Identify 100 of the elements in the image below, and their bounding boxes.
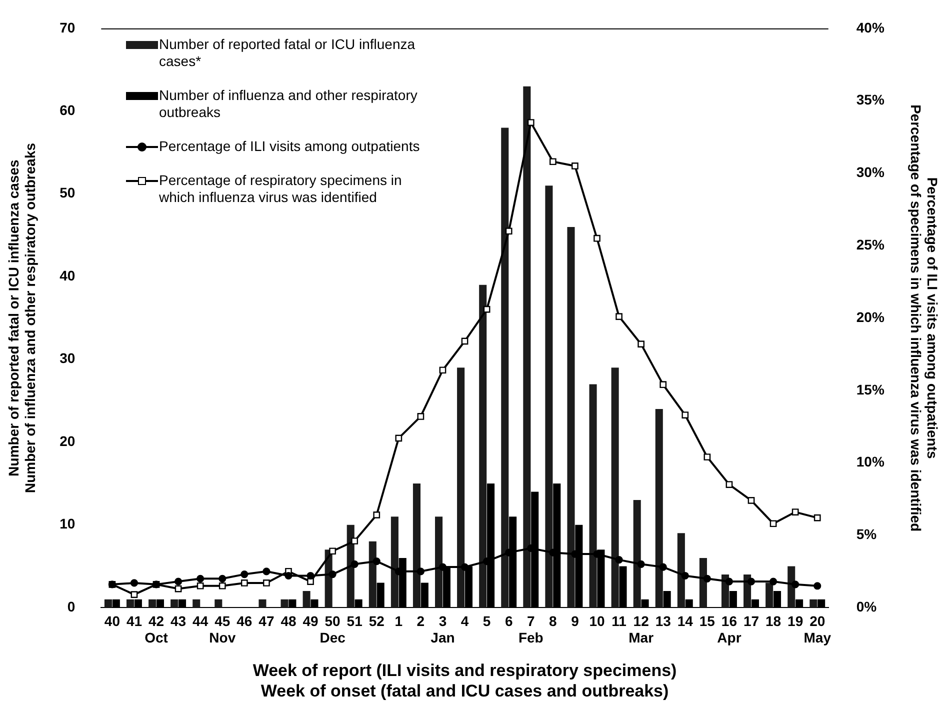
x-tick-label: 42 Oct (144, 612, 168, 646)
y2-tick-label: 10% (856, 454, 885, 470)
point (460, 563, 469, 571)
y2-tick-label: 5% (856, 526, 878, 542)
point (218, 582, 226, 590)
y2-tick-label: 35% (856, 92, 885, 108)
x-tick-label: 16 Apr (717, 612, 742, 646)
point (218, 574, 226, 582)
point (439, 366, 446, 374)
x-tick-label: 48 (280, 612, 296, 629)
bar (148, 599, 156, 608)
point (373, 512, 380, 518)
x-tick-label: 9 (571, 612, 580, 629)
legend-label: Number of influenza and other respiratory outbreaks (159, 87, 418, 121)
point (196, 574, 204, 582)
x-tick-label: 15 (699, 612, 716, 629)
point (572, 162, 578, 170)
x-tick-label: 1 (394, 612, 403, 629)
point (416, 568, 425, 576)
point (263, 580, 270, 586)
x-tick-label: 3 Jan (430, 612, 455, 646)
point (372, 557, 380, 566)
point (262, 568, 270, 576)
point (792, 580, 800, 588)
point (770, 520, 777, 528)
x-tick-label: 4 (460, 612, 469, 629)
x-axis-title: Week of report (ILI visits and respiratory specimens) Week of onset (fatal and ICU cases and outbreaks) (252, 661, 677, 700)
point (748, 497, 755, 504)
point (769, 578, 778, 586)
y-tick-label: 30 (60, 350, 76, 366)
x-tick-label: 51 (346, 612, 363, 629)
point (196, 582, 204, 590)
bar (126, 599, 134, 608)
bar (545, 186, 553, 608)
x-tick-label: 10 (589, 612, 605, 629)
bar (390, 516, 398, 608)
point (174, 578, 182, 586)
point (725, 578, 734, 586)
point (240, 580, 248, 586)
x-tick-label: 18 (766, 612, 782, 629)
bar (435, 516, 443, 608)
point (328, 570, 336, 578)
point (682, 412, 689, 418)
bar (479, 284, 487, 608)
bar (170, 599, 178, 608)
bar (523, 86, 531, 608)
y2-tick-label: 30% (856, 164, 885, 180)
x-tick-label: 49 (302, 612, 319, 629)
point (483, 306, 490, 313)
point (549, 158, 556, 166)
point (329, 548, 336, 555)
x-tick-label: 7 Feb (518, 612, 544, 646)
y2-tick-label: 15% (856, 381, 885, 398)
x-tick-label: 8 (549, 612, 558, 629)
point (726, 481, 733, 488)
y-tick-label: 0 (67, 598, 76, 614)
point (417, 413, 424, 420)
point (747, 578, 756, 586)
x-tick-label: 19 (788, 612, 804, 629)
x-tick-label: 14 (677, 612, 694, 629)
x-tick-label: 50 Dec (320, 612, 346, 646)
point (814, 514, 821, 522)
point (350, 560, 358, 568)
point (438, 563, 447, 571)
bar (214, 599, 222, 608)
y2-axis-title: Percentage of ILI visits among outpatients Percentage of specimens in which influenza virus was identified (908, 104, 941, 532)
point (130, 579, 138, 587)
y-tick-label: 50 (60, 184, 76, 201)
x-tick-label: 12 Mar (628, 612, 654, 646)
bar (611, 368, 619, 608)
y2-tick-label: 40% (856, 19, 885, 36)
point (637, 560, 645, 568)
point (638, 340, 644, 348)
bar (766, 582, 774, 608)
point (527, 119, 534, 126)
x-tick-label: 47 (258, 612, 274, 629)
y2-tick-label: 0% (856, 598, 878, 614)
x-tick-label: 46 (236, 612, 252, 629)
bar (501, 128, 509, 608)
x-tick-label: 6 (504, 612, 513, 629)
bar (655, 409, 663, 608)
point (704, 454, 711, 460)
bar (567, 226, 575, 608)
point (284, 572, 292, 580)
bar (788, 566, 796, 608)
bar (699, 558, 707, 608)
x-tick-label: 52 (368, 612, 385, 629)
x-tick-label: 2 (416, 612, 425, 629)
point (703, 574, 711, 582)
x-tick-label: 5 (482, 612, 491, 629)
bar (302, 591, 310, 608)
bar (633, 500, 641, 608)
point (307, 578, 314, 585)
x-tick-label: 20 May (804, 612, 832, 646)
x-tick-label: 45 Nov (209, 612, 236, 646)
point (351, 538, 358, 544)
y-tick-label: 10 (60, 516, 76, 532)
point (660, 381, 667, 388)
point (659, 563, 667, 571)
bar (589, 384, 597, 608)
